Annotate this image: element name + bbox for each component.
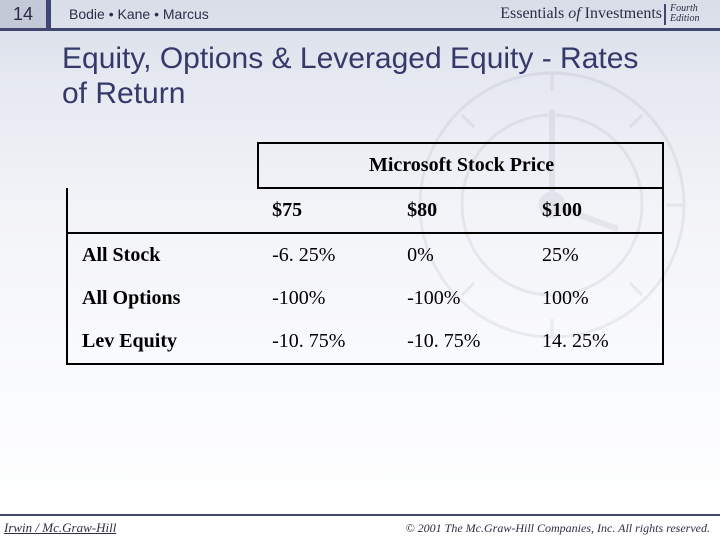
slide-number: 14 [0, 0, 46, 28]
cell: -100% [393, 277, 528, 320]
cell: 100% [528, 277, 663, 320]
table-row: Lev Equity -10. 75% -10. 75% 14. 25% [67, 320, 663, 364]
edition-label: Fourth Edition [664, 4, 714, 25]
row-label: All Stock [67, 233, 258, 277]
slide: 14 Bodie • Kane • Marcus Essentials of I… [0, 0, 720, 540]
authors-text: Bodie • Kane • Marcus [69, 6, 500, 22]
returns-table: Microsoft Stock Price $75 $80 $100 All S… [66, 142, 664, 365]
table-super-header-row: Microsoft Stock Price [67, 143, 663, 188]
cell: -100% [258, 277, 393, 320]
topbar: 14 Bodie • Kane • Marcus Essentials of I… [0, 0, 720, 28]
row-label: All Options [67, 277, 258, 320]
page-title: Equity, Options & Leveraged Equity - Rat… [62, 42, 662, 111]
table-super-header: Microsoft Stock Price [258, 143, 663, 188]
table-row: All Options -100% -100% 100% [67, 277, 663, 320]
copyright-text: © 2001 The Mc.Graw-Hill Companies, Inc. … [406, 521, 710, 536]
row-label: Lev Equity [67, 320, 258, 364]
book-title-a: Essentials [500, 5, 568, 22]
cell: 0% [393, 233, 528, 277]
topbar-rule [0, 28, 720, 31]
table-header-blank [67, 188, 258, 233]
table-price-header: $75 [258, 188, 393, 233]
table-price-header-row: $75 $80 $100 [67, 188, 663, 233]
cell: -10. 75% [258, 320, 393, 364]
book-title: Essentials of Investments [500, 5, 664, 23]
cell: 25% [528, 233, 663, 277]
footer: Irwin / Mc.Graw-Hill © 2001 The Mc.Graw-… [0, 514, 720, 540]
publisher-text: Irwin / Mc.Graw-Hill [4, 520, 116, 536]
edition-line-2: Edition [670, 13, 699, 24]
edition-line-1: Fourth [670, 3, 698, 14]
cell: -10. 75% [393, 320, 528, 364]
book-title-of: of [568, 5, 584, 22]
book-title-b: Investments [585, 5, 662, 22]
table-row: All Stock -6. 25% 0% 25% [67, 233, 663, 277]
topbar-divider [46, 0, 51, 28]
table-price-header: $100 [528, 188, 663, 233]
cell: 14. 25% [528, 320, 663, 364]
cell: -6. 25% [258, 233, 393, 277]
table-price-header: $80 [393, 188, 528, 233]
